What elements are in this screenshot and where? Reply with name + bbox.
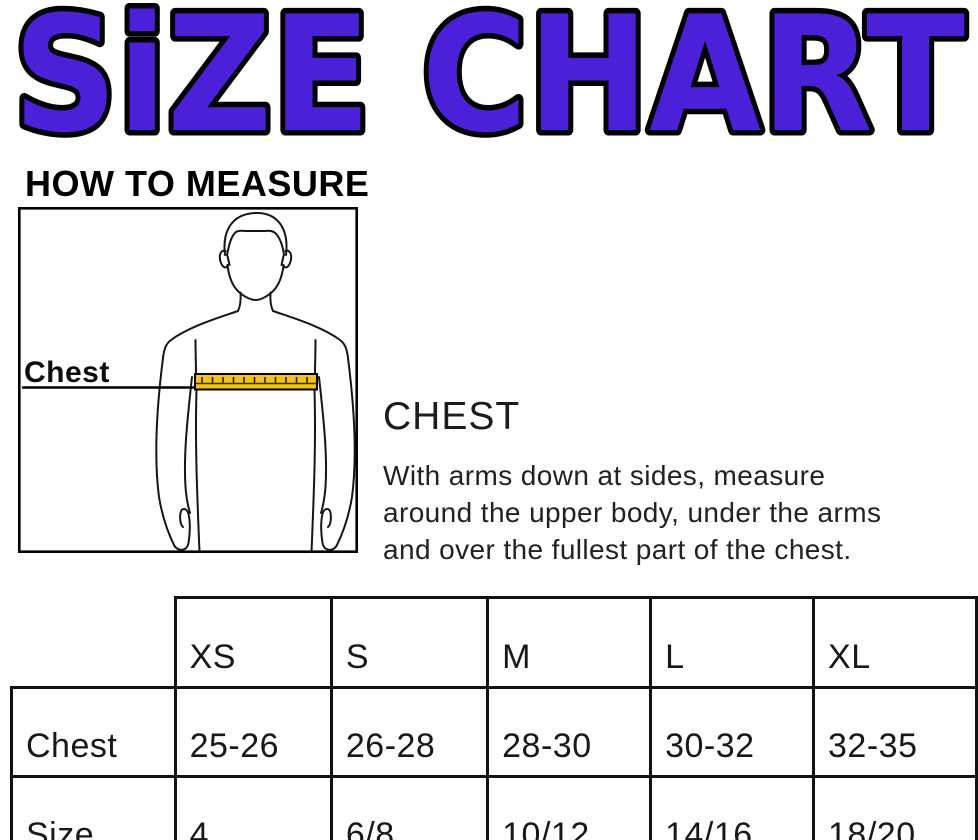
measurement-figure: Chest <box>18 207 358 553</box>
col-header-s: S <box>329 596 490 689</box>
cell-chest-m: 28-30 <box>486 686 653 778</box>
measuring-tape-icon <box>194 373 318 391</box>
col-header-l: L <box>649 596 816 689</box>
cell-size-xs: 4 <box>173 775 333 840</box>
table-row-chest: Chest 25-26 26-28 28-30 30-32 32-35 <box>10 686 978 778</box>
how-to-measure-heading: HOW TO MEASURE <box>25 163 370 204</box>
empty-corner-cell <box>12 598 176 688</box>
cell-chest-xl: 32-35 <box>812 686 978 778</box>
size-chart-title-text: SiZE CHART <box>13 0 965 152</box>
table-row-size: Size 4 6/8 10/12 14/16 18/20 <box>10 775 978 840</box>
cell-size-m: 10/12 <box>486 775 653 840</box>
size-chart-title: SiZE CHART <box>8 0 971 152</box>
instruction-line: around the upper body, under the arms <box>383 497 882 528</box>
col-header-xs: XS <box>173 596 333 689</box>
cell-size-l: 14/16 <box>649 775 816 840</box>
chest-instructions-text: With arms down at sides, measure around t… <box>383 457 881 568</box>
size-table-header-row: XS S M L XL <box>12 596 978 689</box>
torso-outline <box>155 211 356 553</box>
figure-border <box>18 207 358 553</box>
col-header-m: M <box>486 596 653 689</box>
instruction-line: and over the fullest part of the chest. <box>383 534 852 565</box>
row-label-chest: Chest <box>10 686 177 778</box>
instruction-line: With arms down at sides, measure <box>383 460 826 491</box>
row-label-size: Size <box>10 775 177 840</box>
cell-chest-l: 30-32 <box>649 686 816 778</box>
cell-chest-s: 26-28 <box>329 686 490 778</box>
col-header-xl: XL <box>812 596 978 689</box>
cell-size-xl: 18/20 <box>812 775 978 840</box>
cell-size-s: 6/8 <box>329 775 490 840</box>
figure-chest-label: Chest <box>24 356 110 389</box>
chest-section-heading: CHEST <box>383 395 521 438</box>
cell-chest-xs: 25-26 <box>173 686 333 778</box>
chest-instructions: CHEST With arms down at sides, measure ar… <box>383 397 881 568</box>
size-table: XS S M L XL Chest 25-26 26-28 28-30 30-3… <box>10 596 978 840</box>
